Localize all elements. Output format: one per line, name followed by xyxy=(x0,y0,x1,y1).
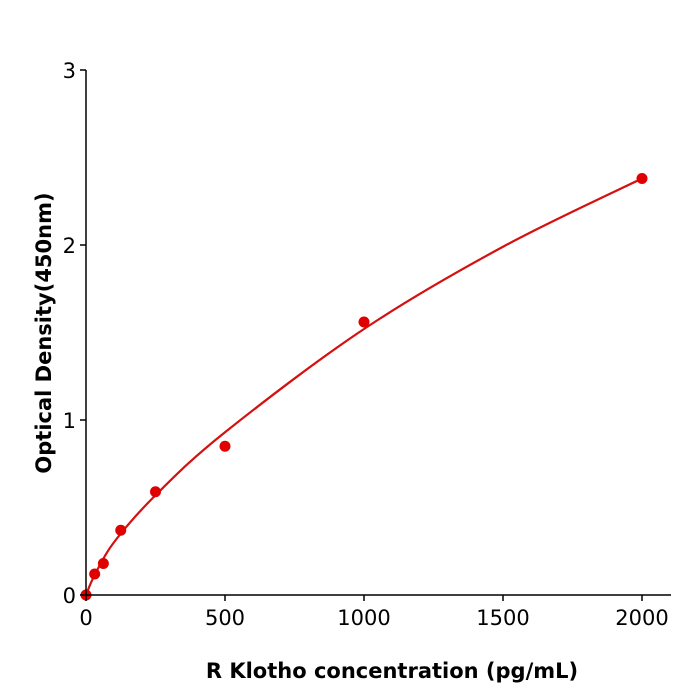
x-tick-label: 0 xyxy=(79,606,92,630)
x-axis-label: R Klotho concentration (pg/mL) xyxy=(206,659,578,683)
data-point xyxy=(150,486,161,498)
x-tick-label: 1000 xyxy=(337,606,390,630)
y-axis-label: Optical Density(450nm) xyxy=(32,192,56,473)
data-point xyxy=(636,173,648,184)
data-point xyxy=(115,524,127,536)
x-tick-label: 2000 xyxy=(615,606,668,630)
y-tick-label: 2 xyxy=(63,234,76,258)
x-tick-label: 500 xyxy=(205,606,245,630)
data-point xyxy=(358,316,370,328)
data-point xyxy=(89,568,101,580)
data-point xyxy=(219,440,231,452)
y-tick-label: 0 xyxy=(63,584,76,608)
y-tick-label: 3 xyxy=(63,59,76,83)
fit-curve xyxy=(84,177,643,596)
x-tick-label: 1500 xyxy=(476,606,529,630)
y-tick-label: 1 xyxy=(63,409,76,433)
data-point xyxy=(97,558,109,569)
